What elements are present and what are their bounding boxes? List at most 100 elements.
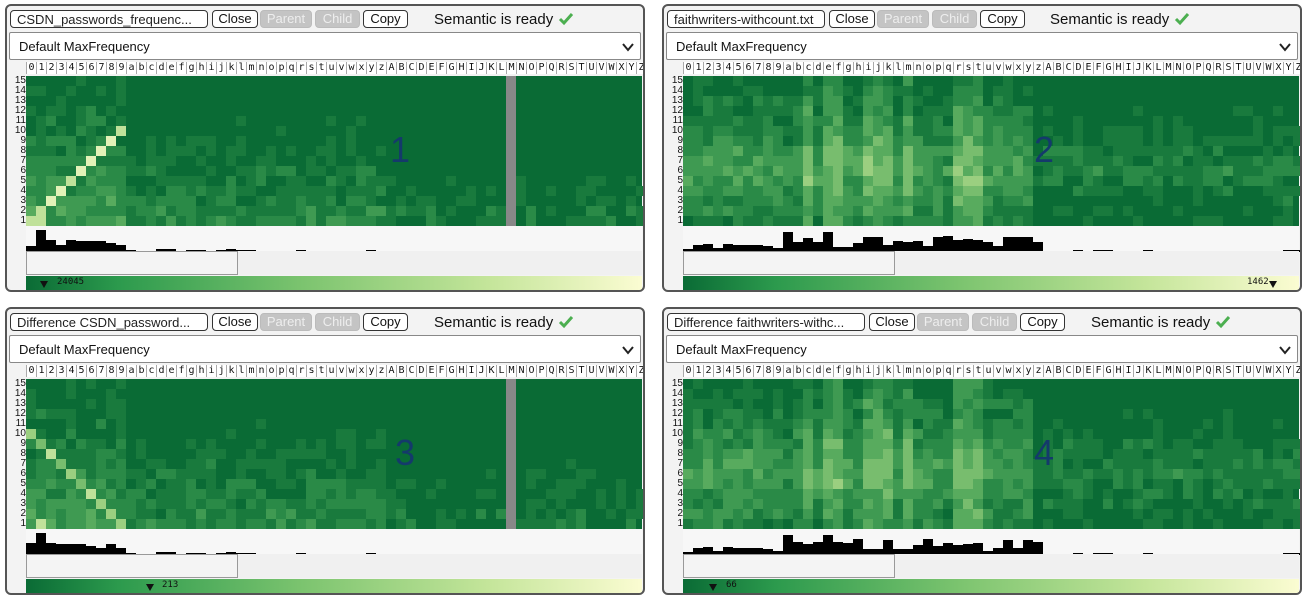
range-slider[interactable] (26, 554, 642, 578)
column-label: l (236, 365, 246, 377)
heatmap-cell (1013, 136, 1023, 146)
filename-field[interactable]: faithwriters-withcount.txt (667, 10, 825, 28)
heatmap-cell (893, 216, 903, 226)
copy-button[interactable]: Copy (1020, 313, 1065, 331)
range-slider[interactable] (683, 251, 1299, 275)
heatmap-cell (56, 166, 66, 176)
heatmap-grid[interactable] (683, 76, 1300, 226)
heatmap-grid[interactable] (26, 76, 643, 226)
close-button[interactable]: Close (212, 313, 258, 331)
heatmap-cell (86, 176, 96, 186)
maxfrequency-select[interactable]: Default MaxFrequency (9, 335, 641, 363)
maxfrequency-select[interactable]: Default MaxFrequency (666, 335, 1298, 363)
heatmap-cell (1193, 479, 1203, 489)
heatmap-cell (436, 216, 446, 226)
heatmap-cell (873, 389, 883, 399)
heatmap-cell (596, 206, 606, 216)
heatmap-cell (346, 146, 356, 156)
heatmap-cell (723, 156, 733, 166)
heatmap-cell (1093, 469, 1103, 479)
copy-button[interactable]: Copy (363, 313, 408, 331)
checkmark-icon (558, 13, 574, 26)
row-label: 6 (677, 468, 683, 479)
heatmap-cell (1043, 469, 1053, 479)
heatmap-cell (156, 176, 166, 186)
heatmap-cell (763, 439, 773, 449)
heatmap-cell (1153, 449, 1163, 459)
heatmap-cell (86, 136, 96, 146)
heatmap-cell (793, 469, 803, 479)
heatmap-cell (913, 449, 923, 459)
heatmap-cell (933, 509, 943, 519)
heatmap-cell (1013, 449, 1023, 459)
close-button[interactable]: Close (212, 10, 258, 28)
heatmap-cell (26, 146, 36, 156)
histogram (26, 226, 642, 252)
slider-thumb[interactable] (683, 251, 895, 275)
column-label: L (1153, 62, 1163, 74)
heatmap-cell (983, 499, 993, 509)
slider-thumb[interactable] (26, 251, 238, 275)
heatmap-cell (903, 379, 913, 389)
triangle-down-icon[interactable] (40, 281, 48, 288)
heatmap-cell (683, 429, 693, 439)
slider-thumb[interactable] (26, 554, 238, 578)
slider-thumb[interactable] (683, 554, 895, 578)
column-label: J (1133, 62, 1143, 74)
heatmap-cell (693, 126, 703, 136)
heatmap-cell (246, 206, 256, 216)
heatmap-cell (356, 116, 366, 126)
heatmap-grid[interactable] (683, 379, 1300, 529)
heatmap-cell (326, 146, 336, 156)
row-label: 15 (14, 75, 26, 86)
column-label: 3 (56, 62, 66, 74)
heatmap-cell (943, 419, 953, 429)
heatmap-cell (973, 449, 983, 459)
heatmap-cell (286, 196, 296, 206)
column-label: g (843, 365, 853, 377)
range-slider[interactable] (683, 554, 1299, 578)
heatmap-cell (903, 76, 913, 86)
heatmap-cell (66, 136, 76, 146)
copy-button[interactable]: Copy (980, 10, 1025, 28)
heatmap-cell (683, 389, 693, 399)
heatmap-cell (823, 86, 833, 96)
heatmap-cell (713, 459, 723, 469)
close-button[interactable]: Close (869, 313, 915, 331)
row-label: 1 (20, 215, 26, 226)
filename-field[interactable]: Difference faithwriters-withc... (667, 313, 865, 331)
parent-button: Parent (260, 10, 312, 28)
heatmap-cell (893, 509, 903, 519)
histogram-bar (1023, 540, 1033, 555)
range-slider[interactable] (26, 251, 642, 275)
column-label: Z (636, 365, 643, 377)
triangle-down-icon[interactable] (146, 584, 154, 591)
filename-field[interactable]: CSDN_passwords_frequenc... (10, 10, 208, 28)
column-label: I (1123, 62, 1133, 74)
maxfrequency-select[interactable]: Default MaxFrequency (666, 32, 1298, 60)
filename-field[interactable]: Difference CSDN_password... (10, 313, 208, 331)
heatmap-cell (993, 86, 1003, 96)
column-label: R (556, 365, 566, 377)
heatmap-cell (86, 489, 96, 499)
maxfrequency-select[interactable]: Default MaxFrequency (9, 32, 641, 60)
heatmap-cell (176, 519, 186, 529)
heatmap-cell (256, 176, 266, 186)
close-button[interactable]: Close (829, 10, 875, 28)
heatmap-cell (703, 196, 713, 206)
heatmap-cell (863, 399, 873, 409)
triangle-down-icon[interactable] (1269, 281, 1277, 288)
heatmap-cell (206, 439, 216, 449)
heatmap-cell (116, 76, 126, 86)
triangle-down-icon[interactable] (709, 584, 717, 591)
heatmap-cell (883, 216, 893, 226)
column-label: b (136, 365, 146, 377)
heatmap-cell (206, 519, 216, 529)
heatmap-grid[interactable] (26, 379, 643, 529)
heatmap-cell (813, 409, 823, 419)
heatmap-cell (873, 499, 883, 509)
heatmap-cell (236, 459, 246, 469)
copy-button[interactable]: Copy (363, 10, 408, 28)
heatmap-cell (1233, 479, 1243, 489)
